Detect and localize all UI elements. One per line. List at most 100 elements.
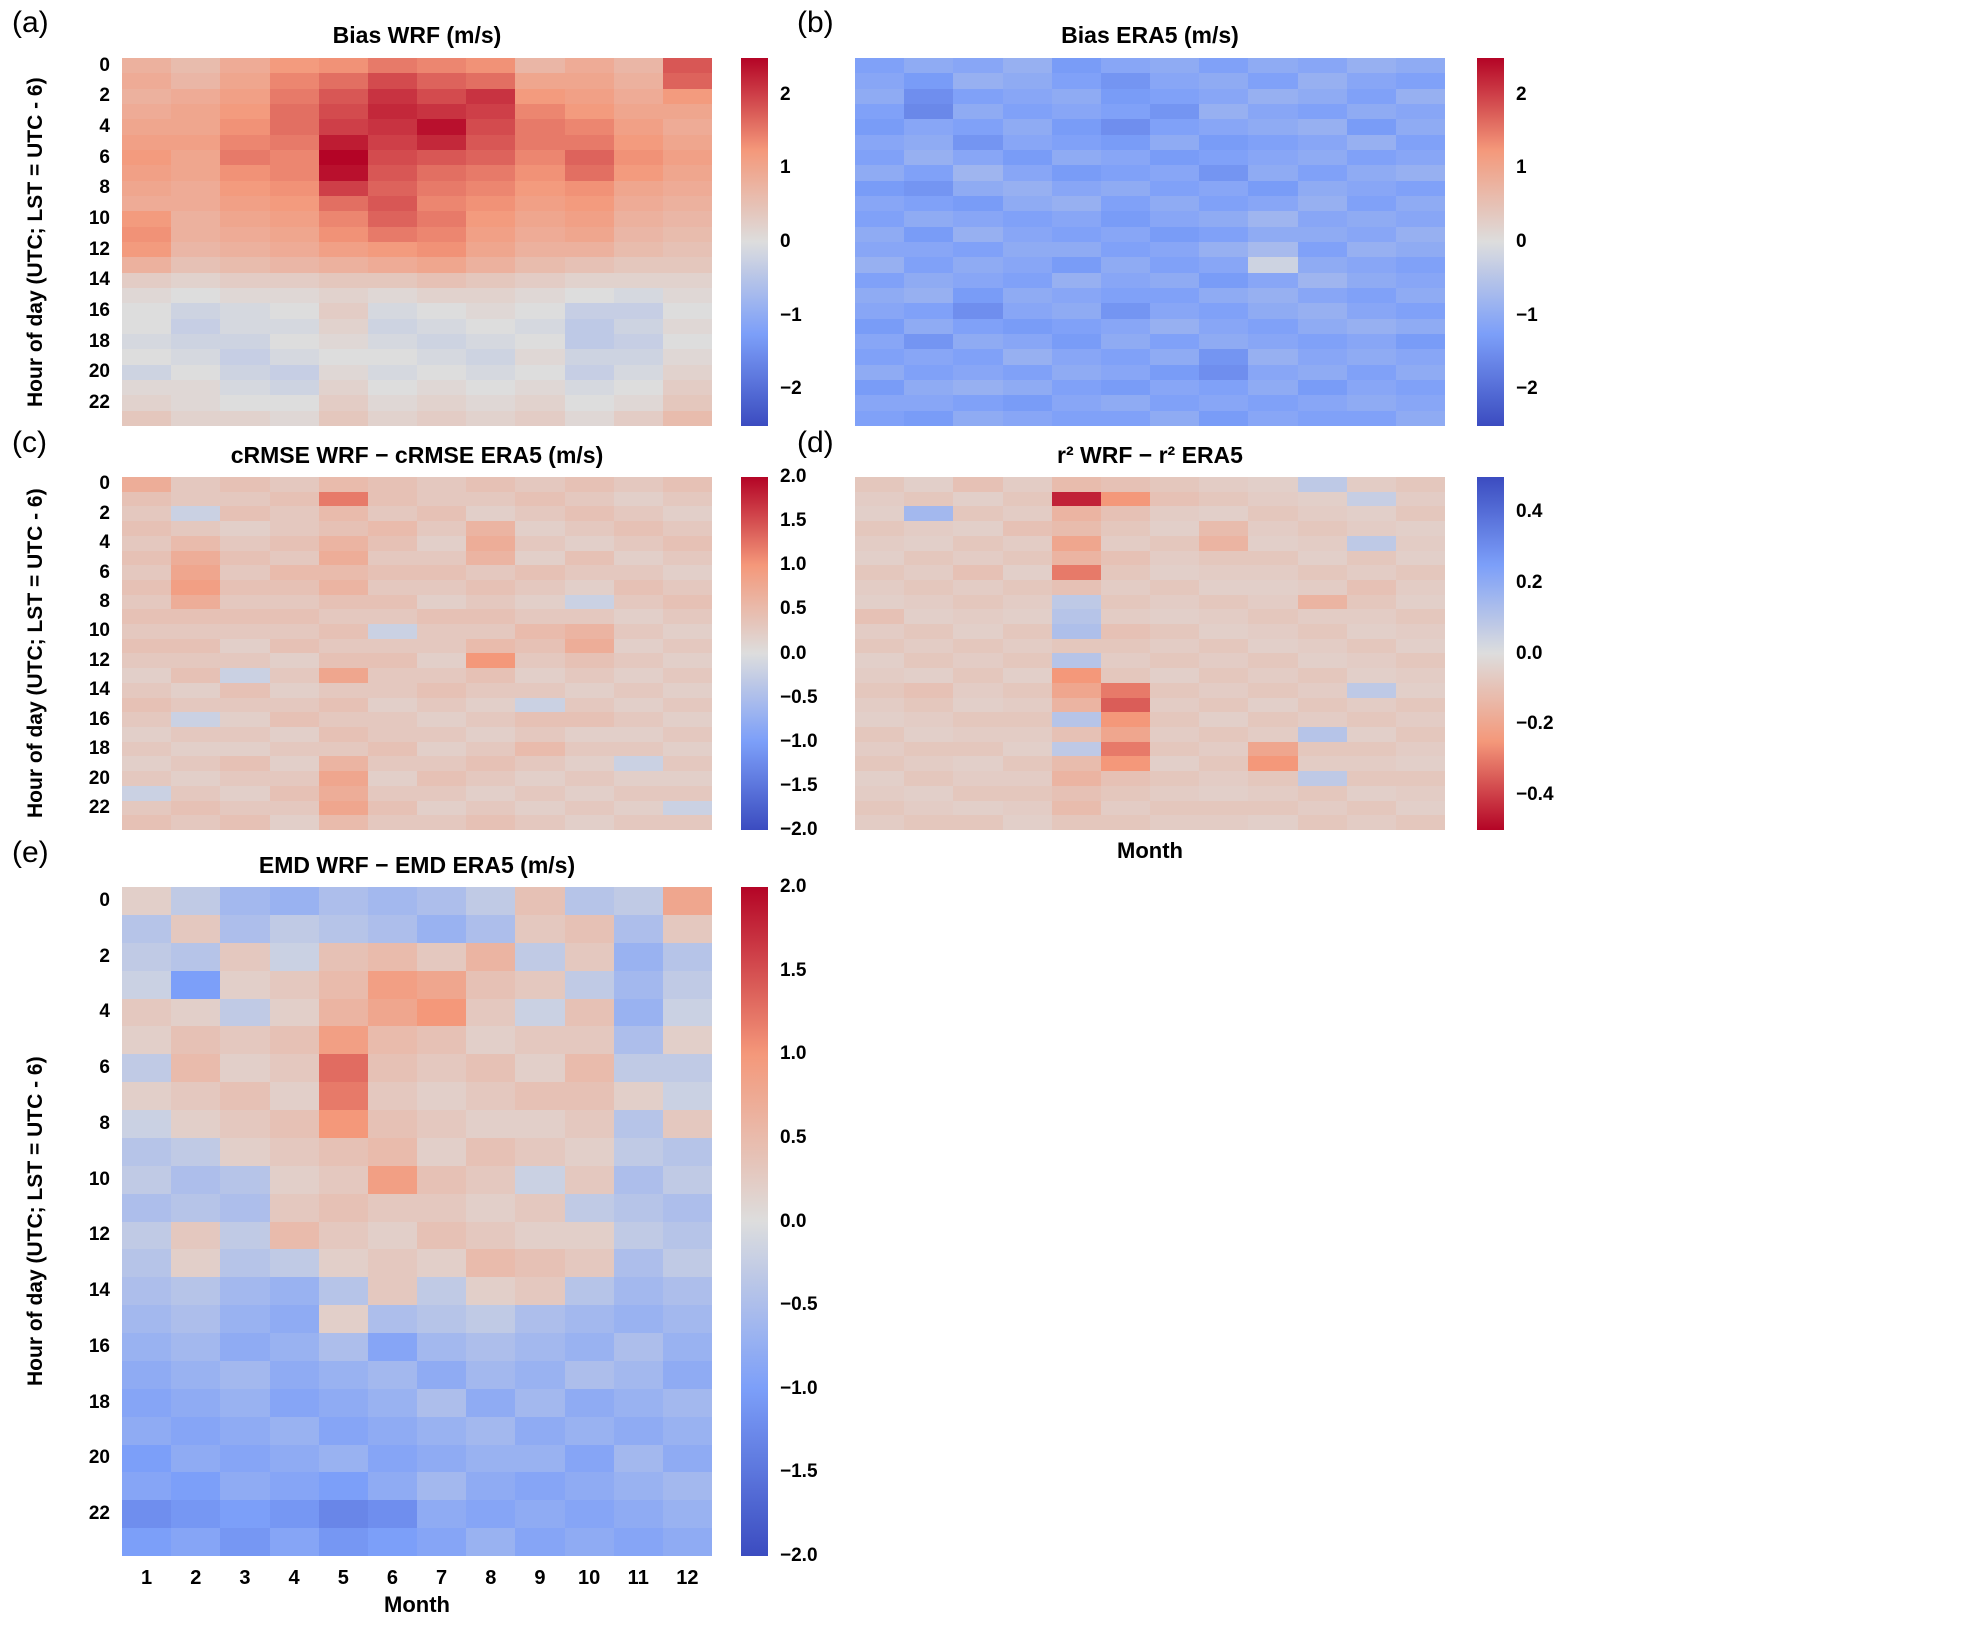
heatmap-cell: [662, 1305, 712, 1333]
plot-decor: 0 2 4 6 8 10 12 14 16 18 20 22: [89, 55, 712, 426]
heatmap-cell: [466, 1528, 516, 1556]
x-tick-mark: [122, 498, 124, 505]
heatmap-cell: [417, 318, 467, 334]
y-tick-label: 8: [99, 591, 110, 613]
heatmap-cell: [171, 785, 221, 801]
heatmap-cell: [1346, 521, 1396, 536]
heatmap-cell: [220, 506, 270, 522]
heatmap-cell: [613, 942, 663, 971]
heatmap-cell: [515, 58, 565, 74]
colorbar-tick-mark: [768, 887, 775, 889]
panel-label-c: (c): [12, 426, 47, 459]
heatmap-cell: [855, 682, 905, 698]
heatmap-cell: [318, 1277, 368, 1306]
heatmap-cell: [613, 195, 663, 212]
heatmap-cell: [269, 1528, 319, 1556]
y-tick-label: 18: [88, 1391, 110, 1413]
heatmap-cell: [318, 727, 368, 742]
heatmap-cell: [1002, 88, 1052, 104]
heatmap-cell: [1395, 257, 1445, 273]
heatmap-cell: [855, 333, 905, 350]
y-tick-mark: [122, 164, 129, 166]
colorbar-tick-mark: [768, 479, 775, 481]
heatmap-cell: [1395, 741, 1445, 757]
heatmap-cell: [318, 668, 368, 683]
heatmap-cell: [613, 741, 663, 757]
heatmap-cell: [1395, 395, 1445, 411]
heatmap-cell: [1002, 579, 1052, 595]
heatmap-cell: [417, 697, 467, 713]
heatmap-cell: [953, 73, 1003, 89]
y-tick-label: 4: [99, 116, 110, 137]
heatmap-cell: [367, 165, 417, 181]
x-tick-mark: [122, 65, 124, 72]
heatmap-cell: [269, 1416, 319, 1445]
heatmap-cell: [1199, 565, 1249, 580]
heatmap-cell: [466, 287, 516, 304]
heatmap-cell: [1051, 410, 1101, 426]
heatmap-cell: [953, 379, 1003, 396]
heatmap-cell: [564, 741, 614, 757]
y-tick-mark: [122, 571, 129, 573]
heatmap-cell: [613, 88, 663, 104]
heatmap-cell: [318, 1388, 368, 1417]
heatmap-cell: [417, 550, 467, 566]
heatmap-cell: [122, 579, 172, 595]
heatmap-cell: [1346, 579, 1396, 595]
heatmap-cell: [1199, 349, 1249, 365]
heatmap-cell: [515, 349, 565, 365]
heatmap-cell: [1051, 364, 1101, 380]
heatmap-cell: [1051, 653, 1101, 669]
heatmap-cell: [1346, 668, 1396, 683]
heatmap-cell: [1150, 410, 1200, 426]
heatmap-cell: [367, 180, 417, 196]
heatmap-cell: [269, 1277, 319, 1306]
heatmap-cell: [564, 349, 614, 365]
heatmap-cell: [613, 58, 663, 74]
heatmap-cell: [953, 491, 1003, 507]
heatmap-cell: [1297, 88, 1347, 104]
heatmap-cell: [367, 1388, 417, 1417]
colorbar-tick-label: −1: [1516, 304, 1538, 326]
heatmap-cell: [122, 998, 172, 1027]
heatmap-cell: [1395, 800, 1445, 816]
heatmap-cell: [564, 697, 614, 713]
heatmap-cell: [613, 521, 663, 536]
heatmap-cell: [1248, 180, 1298, 196]
heatmap-cell: [417, 624, 467, 639]
heatmap-cell: [466, 1472, 516, 1501]
heatmap-cell: [220, 1249, 270, 1278]
y-tick-mark: [122, 146, 129, 148]
heatmap-cell: [367, 1416, 417, 1445]
heatmap-cell: [515, 653, 565, 669]
heatmap-cell: [122, 970, 172, 999]
colorbar-tick-label: 0: [780, 231, 791, 252]
heatmap-cell: [1248, 149, 1298, 166]
heatmap-cell: [171, 103, 221, 120]
heatmap-cell: [466, 914, 516, 943]
heatmap-cell: [1297, 697, 1347, 713]
heatmap-cell: [1248, 195, 1298, 212]
heatmap-cell: [367, 333, 417, 350]
heatmap-cell: [904, 272, 954, 288]
heatmap-cell: [1100, 73, 1150, 89]
heatmap-cell: [417, 506, 467, 522]
heatmap-cell: [1199, 379, 1249, 396]
heatmap-cell: [1051, 165, 1101, 181]
heatmap-cell: [1100, 119, 1150, 135]
x-tick-mark: [122, 936, 124, 943]
heatmap-cell: [220, 942, 270, 971]
heatmap-cell: [367, 970, 417, 999]
heatmap-cell: [515, 88, 565, 104]
heatmap-cell: [953, 119, 1003, 135]
heatmap-cell: [417, 756, 467, 772]
heatmap-cell: [1051, 349, 1101, 365]
heatmap-cell: [367, 1026, 417, 1055]
y-tick-label: 14: [88, 1280, 110, 1302]
heatmap-cell: [417, 1026, 467, 1055]
heatmap-cell: [122, 1277, 172, 1306]
heatmap: [122, 887, 712, 1556]
heatmap-cell: [1297, 195, 1347, 212]
